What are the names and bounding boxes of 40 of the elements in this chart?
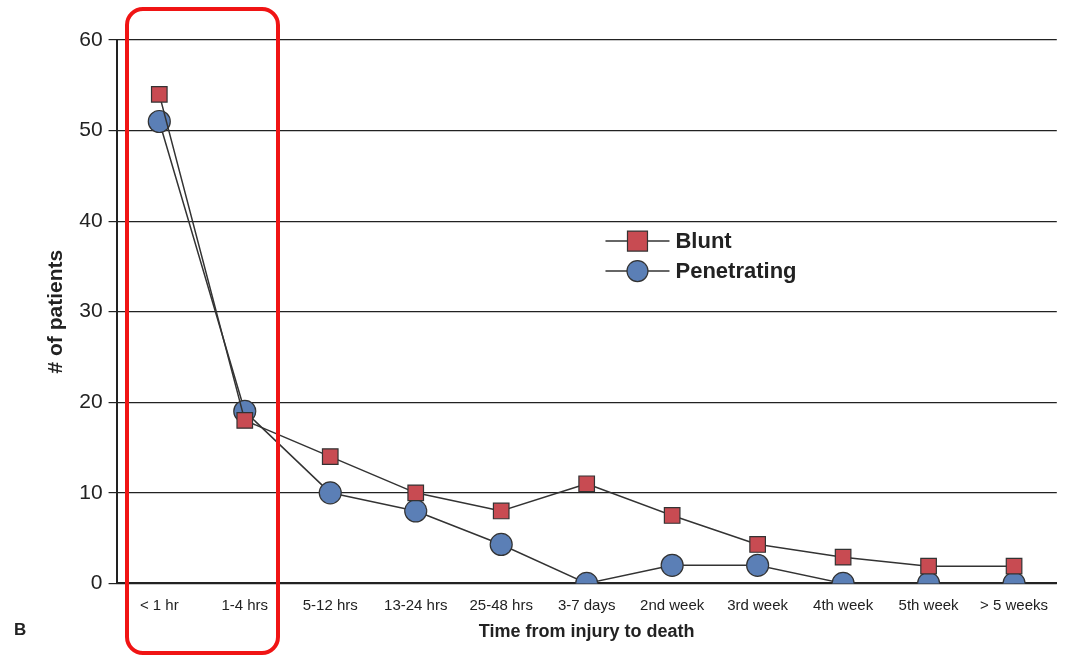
point — [404, 499, 428, 523]
x-tick-label: 3rd week — [727, 595, 789, 613]
x-tick-label: 5th week — [898, 595, 960, 613]
y-tick-label: 60 — [79, 26, 103, 50]
point — [407, 484, 425, 502]
point — [318, 481, 342, 505]
point — [147, 109, 171, 134]
point — [1005, 557, 1023, 575]
point — [834, 548, 852, 566]
point — [746, 553, 770, 577]
x-tick-label: 5-12 hrs — [302, 595, 358, 613]
point — [236, 412, 254, 429]
x-tick-label: 25-48 hrs — [469, 595, 533, 613]
y-axis-title: # of patients — [43, 249, 67, 374]
x-tick-label: > 5 weeks — [980, 595, 1049, 613]
x-tick-label: 2nd week — [640, 595, 705, 613]
y-tick-label: 30 — [79, 298, 103, 322]
text: B — [14, 620, 27, 640]
point — [749, 536, 767, 553]
point — [578, 475, 596, 493]
x-tick-label: 4th week — [813, 595, 874, 613]
y-tick-label: 10 — [79, 479, 103, 503]
point — [489, 532, 513, 557]
point — [660, 553, 684, 577]
legend-label: Penetrating — [675, 258, 797, 284]
y-tick-label: 20 — [79, 389, 103, 413]
point — [663, 507, 681, 524]
point — [920, 557, 937, 575]
x-tick-label: < 1 hr — [139, 595, 179, 613]
point — [150, 85, 168, 103]
x-tick-label: 3-7 days — [557, 595, 616, 613]
x-tick-label: 13-24 hrs — [384, 595, 448, 613]
y-tick-label: 0 — [90, 570, 103, 594]
legend-label: Blunt — [675, 228, 733, 254]
point — [492, 502, 510, 520]
x-tick-label: 1-4 hrs — [221, 595, 269, 613]
x-axis-title: Time from injury to death — [478, 621, 695, 642]
point — [321, 448, 339, 465]
y-tick-label: 40 — [79, 207, 103, 231]
y-tick-label: 50 — [79, 117, 103, 141]
